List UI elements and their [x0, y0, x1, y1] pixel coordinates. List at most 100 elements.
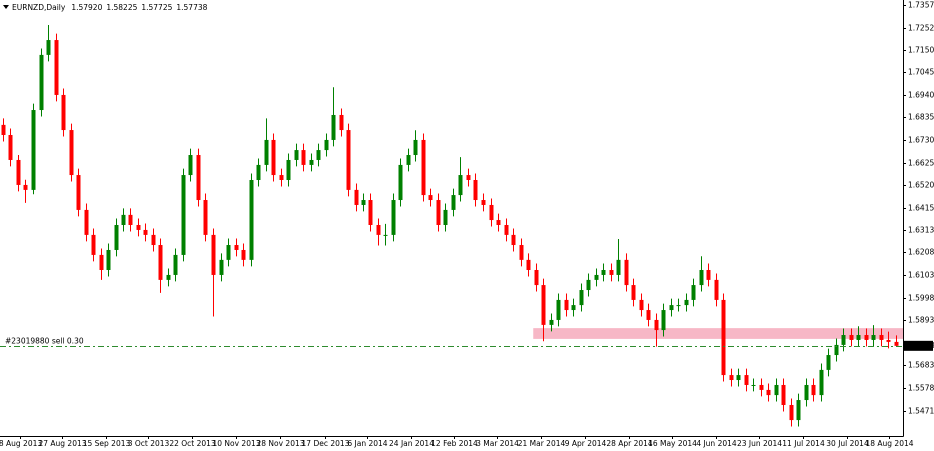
- candle-body: [136, 224, 141, 230]
- candle-body: [856, 335, 861, 340]
- candle-body: [571, 305, 576, 311]
- candle-body: [721, 299, 726, 376]
- x-tick-label: 3 Mar 2014: [476, 439, 519, 448]
- candle-body: [496, 220, 501, 225]
- candle-body: [346, 130, 351, 190]
- candle-body: [451, 195, 456, 210]
- candle-body: [624, 259, 629, 286]
- candle-body: [391, 200, 396, 235]
- x-tick-label: 6 Jan 2014: [347, 439, 387, 448]
- y-tick-label: 1.70450: [908, 68, 934, 77]
- candle-body: [69, 130, 74, 176]
- candle-body: [203, 200, 208, 235]
- candle-body: [211, 234, 216, 275]
- y-tick-label: 1.69400: [908, 91, 934, 100]
- candle-body: [241, 249, 246, 260]
- candle-body: [279, 175, 284, 180]
- candle-body: [774, 384, 779, 396]
- candle-body: [368, 200, 373, 225]
- candle-body: [398, 164, 403, 201]
- y-tick-label: 1.68350: [908, 113, 934, 122]
- candle-body: [639, 299, 644, 311]
- candle-body: [789, 404, 794, 421]
- candle-body: [826, 355, 831, 370]
- candle-body: [23, 184, 28, 190]
- candle-body: [646, 310, 651, 320]
- candle-body: [706, 269, 711, 280]
- x-tick-label: 22 Oct 2013: [169, 439, 216, 448]
- y-tick-label: 1.55780: [908, 384, 934, 393]
- x-tick-label: 8 Aug 2013: [0, 439, 42, 448]
- candle-body: [361, 200, 366, 205]
- y-tick-label: 1.58930: [908, 316, 934, 325]
- candle-body: [46, 40, 51, 55]
- candle-body: [744, 375, 749, 385]
- candle-body: [549, 319, 554, 325]
- candle-body: [879, 335, 884, 340]
- candle-body: [556, 299, 561, 320]
- candle-body: [443, 209, 448, 225]
- candle-body: [586, 279, 591, 291]
- candle-body: [271, 139, 276, 176]
- candle-body: [226, 245, 231, 260]
- candle-body: [406, 155, 411, 165]
- candle-body: [819, 369, 824, 396]
- candle-body: [324, 139, 329, 151]
- candle-body: [256, 164, 261, 180]
- x-tick-label: 27 Aug 2013: [38, 439, 86, 448]
- candle-body: [729, 375, 734, 381]
- candle-body: [834, 344, 839, 356]
- menu-triangle[interactable]: [3, 5, 9, 9]
- candle-body: [234, 245, 239, 250]
- candle-body: [114, 224, 119, 250]
- zone-layer: [533, 328, 903, 339]
- candle-body: [481, 200, 486, 205]
- y-tick-label: 1.67300: [908, 136, 934, 145]
- candle-body: [1, 124, 6, 135]
- x-tick-label: 9 Apr 2014: [565, 439, 607, 448]
- y-tick-label: 1.66250: [908, 159, 934, 168]
- candle-body: [534, 269, 539, 286]
- candle-body: [316, 150, 321, 160]
- candle-body: [309, 159, 314, 165]
- candle-body: [751, 384, 756, 386]
- candle-body: [804, 384, 809, 401]
- y-tick-label: 1.59980: [908, 294, 934, 303]
- x-tick-label: 10 Nov 2013: [212, 439, 260, 448]
- candle-body: [39, 54, 44, 111]
- candle-body: [84, 209, 89, 235]
- candle-body: [301, 150, 306, 165]
- candle-body: [196, 155, 201, 201]
- candle-body: [616, 259, 621, 275]
- candle-body: [99, 254, 104, 270]
- candle-body: [526, 259, 531, 270]
- y-tick-label: 1.71500: [908, 46, 934, 55]
- candle-body: [436, 200, 441, 225]
- candle-body: [594, 274, 599, 280]
- candle-body: [886, 339, 891, 342]
- candle-body: [421, 139, 426, 196]
- y-tick-label: 1.64150: [908, 204, 934, 213]
- order-label: #23019880 sell 0.30: [5, 337, 84, 346]
- candle-body: [128, 214, 133, 225]
- candle-body: [811, 384, 816, 396]
- candle-body: [294, 150, 299, 160]
- candle-body: [661, 310, 666, 331]
- candle-body: [631, 285, 636, 300]
- header-value: 1.57920: [71, 3, 102, 12]
- header-value: 1.57738: [176, 3, 207, 12]
- candle-body: [76, 175, 81, 210]
- candle-body: [413, 139, 418, 156]
- candle-body: [676, 305, 681, 307]
- candle-body: [166, 274, 171, 280]
- last-price-label: 1.57738: [906, 341, 934, 350]
- candle-body: [466, 175, 471, 180]
- x-tick-label: 18 Aug 2014: [865, 439, 913, 448]
- price-zone: [533, 328, 903, 339]
- candle-body: [699, 269, 704, 286]
- candle-body: [219, 259, 224, 275]
